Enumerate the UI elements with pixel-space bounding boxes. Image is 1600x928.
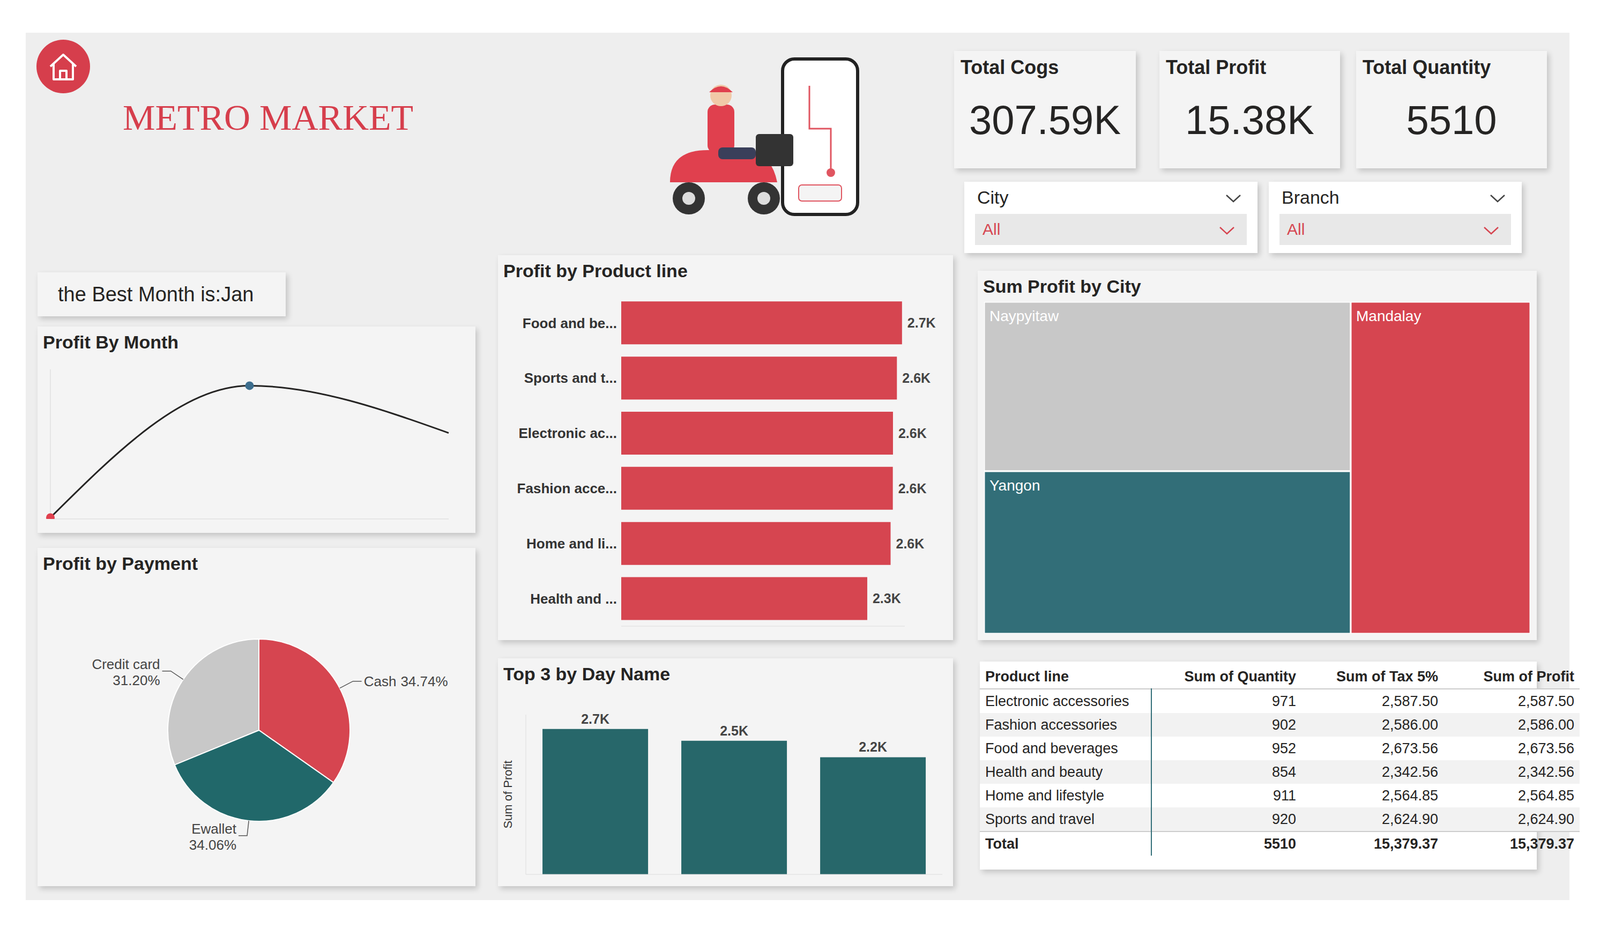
html-text:2,673.56: 2,673.56 bbox=[1517, 739, 1575, 757]
html-text:15,379.37: 15,379.37 bbox=[1373, 835, 1439, 852]
html-text:920: 920 bbox=[1271, 810, 1297, 827]
html-text:Sum of Profit: Sum of Profit bbox=[1483, 668, 1575, 685]
html-text:2,342.56: 2,342.56 bbox=[1381, 763, 1439, 780]
svg-text:Yangon: Yangon bbox=[989, 477, 1040, 494]
html-text:952: 952 bbox=[1271, 739, 1297, 757]
html-text:Health and beauty: Health and beauty bbox=[985, 763, 1103, 780]
html-text:911: 911 bbox=[1273, 787, 1297, 804]
html-text:Total Cogs: Total Cogs bbox=[960, 56, 1059, 79]
html-text:307.59K: 307.59K bbox=[969, 97, 1121, 143]
html-text:Profit by Payment: Profit by Payment bbox=[42, 553, 198, 574]
svg-text:2.5K: 2.5K bbox=[719, 723, 749, 739]
html-text:15.38K: 15.38K bbox=[1185, 97, 1315, 143]
svg-text:Sum of Profit: Sum of Profit bbox=[501, 760, 515, 829]
html-text:Fashion accessories: Fashion accessories bbox=[985, 716, 1118, 733]
html-text:15,379.37: 15,379.37 bbox=[1509, 835, 1575, 852]
svg-text:2.6K: 2.6K bbox=[898, 425, 927, 441]
svg-text:Health and ...: Health and ... bbox=[530, 590, 617, 607]
html-text:City: City bbox=[977, 187, 1009, 208]
svg-text:Sports and t...: Sports and t... bbox=[524, 369, 617, 386]
svg-text:2.7K: 2.7K bbox=[581, 711, 610, 727]
svg-text:2.6K: 2.6K bbox=[902, 370, 931, 386]
html-text:Total: Total bbox=[985, 835, 1019, 852]
svg-text:Home and li...: Home and li... bbox=[526, 535, 617, 552]
html-text:854: 854 bbox=[1271, 763, 1297, 780]
html-text:METRO MARKET: METRO MARKET bbox=[122, 97, 414, 138]
svg-text:Fashion acce...: Fashion acce... bbox=[517, 480, 617, 497]
svg-text:Cash34.74%: Cash34.74% bbox=[363, 673, 449, 690]
html-text:Sum Profit by City: Sum Profit by City bbox=[983, 276, 1142, 297]
html-text:Food and beverages: Food and beverages bbox=[985, 739, 1118, 757]
html-text:Top 3 by Day Name: Top 3 by Day Name bbox=[503, 663, 671, 684]
html-text:Product line: Product line bbox=[985, 668, 1069, 685]
html-text:2,586.00: 2,586.00 bbox=[1517, 716, 1575, 733]
svg-text:Electronic ac...: Electronic ac... bbox=[518, 425, 617, 442]
html-text:Total Profit: Total Profit bbox=[1165, 56, 1267, 79]
html-text:Profit by Product line: Profit by Product line bbox=[503, 260, 688, 281]
html-text:5510: 5510 bbox=[1263, 835, 1297, 852]
html-text:Electronic accessories: Electronic accessories bbox=[985, 692, 1130, 709]
html-text:Sum of Quantity: Sum of Quantity bbox=[1184, 668, 1297, 685]
svg-text:2.2K: 2.2K bbox=[858, 739, 888, 755]
html-text:5510: 5510 bbox=[1406, 97, 1497, 143]
html-text:2,587.50: 2,587.50 bbox=[1381, 692, 1439, 709]
svg-text:Food and be...: Food and be... bbox=[522, 315, 617, 332]
html-text:Profit By Month: Profit By Month bbox=[42, 331, 179, 353]
html-text:902: 902 bbox=[1271, 716, 1297, 733]
svg-text:Mandalay: Mandalay bbox=[1356, 307, 1421, 325]
svg-text:Naypyitaw: Naypyitaw bbox=[989, 307, 1060, 325]
html-text:2,342.56: 2,342.56 bbox=[1517, 763, 1575, 780]
html-text:the Best Month is:Jan: the Best Month is:Jan bbox=[57, 283, 254, 306]
html-text:2,587.50: 2,587.50 bbox=[1517, 692, 1575, 709]
html-text:2,624.90: 2,624.90 bbox=[1517, 810, 1575, 827]
svg-text:2.3K: 2.3K bbox=[872, 590, 902, 606]
svg-text:Credit card31.20%: Credit card31.20% bbox=[91, 656, 160, 689]
svg-text:2.6K: 2.6K bbox=[896, 536, 925, 552]
html-text:Home and lifestyle: Home and lifestyle bbox=[985, 787, 1105, 804]
svg-text:Ewallet34.06%: Ewallet34.06% bbox=[189, 820, 237, 853]
svg-text:2.7K: 2.7K bbox=[907, 315, 936, 331]
html-text:All: All bbox=[1286, 220, 1305, 238]
html-text:2,586.00: 2,586.00 bbox=[1381, 716, 1439, 733]
html-text:Sports and travel: Sports and travel bbox=[985, 810, 1095, 827]
html-text:Total Quantity: Total Quantity bbox=[1362, 56, 1491, 79]
html-text:Sum of Tax 5%: Sum of Tax 5% bbox=[1336, 668, 1439, 685]
html-text:2,564.85: 2,564.85 bbox=[1517, 787, 1575, 804]
html-text:971: 971 bbox=[1271, 692, 1297, 709]
html-text:Branch: Branch bbox=[1281, 187, 1340, 208]
svg-text:2.6K: 2.6K bbox=[898, 480, 927, 496]
html-text:2,624.90: 2,624.90 bbox=[1381, 810, 1439, 827]
html-text:All: All bbox=[982, 220, 1001, 238]
html-text:2,673.56: 2,673.56 bbox=[1381, 739, 1439, 757]
html-text:2,564.85: 2,564.85 bbox=[1381, 787, 1439, 804]
